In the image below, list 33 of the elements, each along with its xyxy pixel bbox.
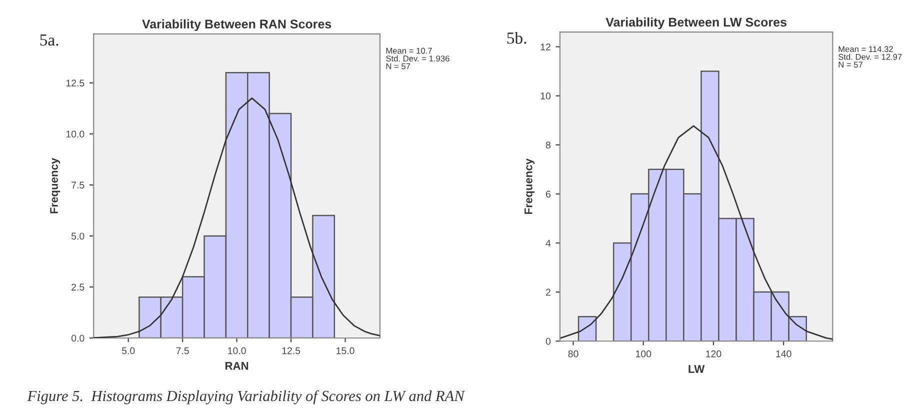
y-tick-label: 0 [546,338,551,345]
x-tick-label: 140 [776,350,792,358]
y-tick-label: 12.5 [66,80,84,87]
y-tick-label: 5.0 [71,232,84,240]
x-tick-label: 15.0 [336,347,354,354]
y-tick-label: 10 [540,92,551,100]
text: 5a. [40,34,58,46]
y-tick-label: 12 [540,43,550,50]
chart-title: Variability Between LW Scores [606,17,786,30]
y-tick-label: 7.5 [72,182,84,189]
y-tick-label: 8 [546,142,550,148]
x-tick-label: 7.5 [176,347,189,354]
x-axis-title: RAN [226,362,248,370]
caption: Figure 5. Histograms Displaying Variability of Scores on LW and RAN [27,390,466,404]
y-axis-title: Frequency [524,158,535,214]
x-tick-label: 80 [568,350,578,358]
chart-title: Variability Between RAN Scores [142,19,332,31]
y-axis-title: Frequency [50,158,60,214]
x-tick-label: 5.0 [122,347,135,354]
text: Mean = 114.32 Std. Dev. = 12.97 N = 57 [838,46,902,68]
y-tick-label: 4 [546,240,551,247]
text: Mean = 10.7 Std. Dev. = 1.936 N = 57 [386,48,450,70]
x-tick-label: 10.0 [228,347,246,354]
y-tick-label: 2 [546,288,550,296]
x-tick-label: 120 [706,350,722,358]
y-tick-label: 6 [546,190,550,198]
x-axis-title: LW [688,365,705,373]
y-tick-label: 2.5 [72,284,84,291]
y-tick-label: 10.0 [66,130,84,138]
text: 5b. [507,32,526,44]
x-tick-label: 12.5 [282,347,300,354]
y-tick-label: 0.0 [71,334,84,342]
x-tick-label: 100 [636,350,652,358]
